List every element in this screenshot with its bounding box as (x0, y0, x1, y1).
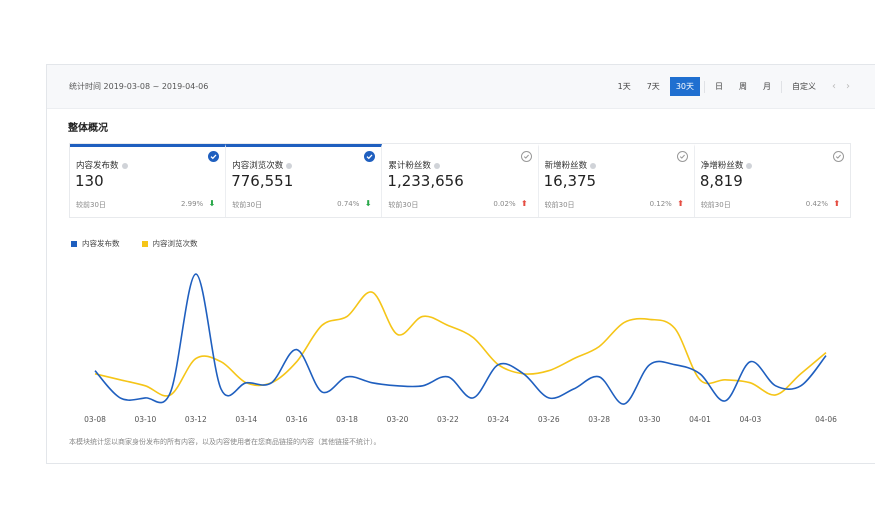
legend-label: 内容发布数 (82, 239, 120, 248)
metric-percent: 0.42% (805, 200, 829, 208)
legend-swatch (71, 240, 77, 247)
metric-compare: 较前30日 (388, 201, 419, 209)
x-tick-label: 03-10 (135, 415, 157, 424)
metric-cards: 内容发布数 130 较前30日 2.99% ⬇ 内容浏览次数 776,551 较… (69, 143, 851, 218)
arrow-up-icon: ⬆ (833, 199, 841, 208)
period-text: 统计时间 2019-03-08 ~ 2019-04-06 (69, 82, 209, 91)
range-selector: 1天 7天 30天 日 周 月 自定义 ‹ › (608, 77, 850, 96)
x-tick-label: 03-08 (84, 415, 106, 424)
range-divider (704, 80, 705, 93)
range-custom-button[interactable]: 自定义 (792, 82, 816, 91)
metric-card-posts[interactable]: 内容发布数 130 较前30日 2.99% ⬇ (70, 144, 227, 217)
info-icon (121, 162, 128, 169)
checkmark-icon[interactable] (833, 151, 845, 162)
metric-compare: 较前30日 (232, 201, 263, 209)
legend-item-views[interactable]: 内容浏览次数 (141, 238, 198, 249)
x-tick-label: 03-26 (538, 415, 560, 424)
x-tick-label: 03-14 (235, 415, 257, 424)
metric-label: 累计粉丝数 (388, 159, 440, 171)
next-arrow-icon[interactable]: › (846, 81, 850, 92)
metric-label: 净增粉丝数 (701, 159, 753, 171)
checkmark-icon[interactable] (208, 151, 220, 162)
arrow-down-icon: ⬇ (208, 199, 216, 208)
info-icon (286, 162, 293, 169)
x-tick-label: 03-18 (336, 415, 358, 424)
legend-label: 内容浏览次数 (152, 239, 198, 248)
trend-chart: 03-08 03-10 03-12 03-14 03-16 03-18 03-20 03-22… (84, 273, 837, 424)
metric-compare: 较前30日 (700, 201, 731, 209)
metric-card-views[interactable]: 内容浏览次数 776,551 较前30日 0.74% ⬇ (226, 144, 383, 217)
arrow-up-icon: ⬆ (520, 199, 528, 208)
metric-card-net-fans[interactable]: 净增粉丝数 8,819 较前30日 0.42% ⬆ (695, 144, 850, 217)
x-tick-label: 03-22 (437, 415, 459, 424)
range-1d-button[interactable]: 1天 (617, 82, 631, 91)
x-tick-label: 03-30 (639, 415, 661, 424)
arrow-up-icon: ⬆ (677, 199, 684, 208)
metric-value: 8,819 (699, 172, 743, 190)
chart-legend: 内容发布数 内容浏览次数 (71, 238, 220, 249)
range-day-button[interactable]: 日 (715, 82, 723, 91)
x-tick-label: 04-01 (689, 415, 711, 424)
x-tick-label: 03-28 (588, 415, 610, 424)
legend-item-posts[interactable]: 内容发布数 (71, 238, 120, 249)
x-tick-label: 03-16 (286, 415, 308, 424)
metric-percent: 0.74% (337, 200, 360, 208)
legend-swatch (141, 240, 148, 247)
x-tick-label: 03-12 (185, 415, 207, 424)
metric-label: 内容发布数 (76, 159, 128, 171)
prev-arrow-icon[interactable]: ‹ (832, 81, 836, 92)
metric-compare: 较前30日 (76, 201, 106, 209)
arrow-down-icon: ⬇ (364, 199, 372, 208)
metric-card-new-fans[interactable]: 新增粉丝数 16,375 较前30日 0.12% ⬆ (539, 144, 695, 217)
checkmark-icon[interactable] (364, 151, 376, 162)
checkmark-icon[interactable] (676, 151, 688, 162)
range-month-button[interactable]: 月 (763, 82, 771, 91)
range-7d-button[interactable]: 7天 (646, 82, 660, 91)
x-tick-label: 04-03 (739, 415, 761, 424)
range-week-button[interactable]: 周 (739, 82, 747, 91)
metric-value: 1,233,656 (387, 172, 464, 190)
metric-compare: 较前30日 (544, 201, 575, 209)
info-icon (746, 162, 753, 169)
checkmark-icon[interactable] (520, 151, 532, 162)
metric-percent: 2.99% (180, 200, 204, 208)
x-tick-label: 03-20 (387, 415, 409, 424)
period-bar: 统计时间 2019-03-08 ~ 2019-04-06 1天 7天 30天 日… (47, 65, 875, 109)
metric-label: 新增粉丝数 (545, 159, 597, 171)
range-divider (781, 80, 782, 93)
x-tick-label: 03-24 (487, 415, 509, 424)
range-30d-button[interactable]: 30天 (669, 77, 700, 96)
x-tick-label: 04-06 (815, 415, 837, 424)
metric-percent: 0.12% (649, 200, 672, 208)
series-line-1 (94, 291, 827, 397)
section-title: 整体概况 (68, 123, 108, 134)
metric-value: 16,375 (543, 172, 597, 190)
statistics-panel: 统计时间 2019-03-08 ~ 2019-04-06 1天 7天 30天 日… (46, 64, 875, 464)
footnote: 本模块统计您以商家身份发布的所有内容，以及内容使用者在您商品链接的内容（其他链接… (69, 438, 381, 446)
metric-value: 776,551 (231, 172, 294, 190)
info-icon (433, 162, 440, 169)
metric-label: 内容浏览次数 (232, 159, 293, 171)
metric-card-total-fans[interactable]: 累计粉丝数 1,233,656 较前30日 0.02% ⬆ (382, 144, 539, 217)
metric-value: 130 (75, 172, 104, 190)
info-icon (590, 162, 597, 169)
metric-percent: 0.02% (493, 200, 516, 208)
series-line-0 (94, 273, 827, 405)
